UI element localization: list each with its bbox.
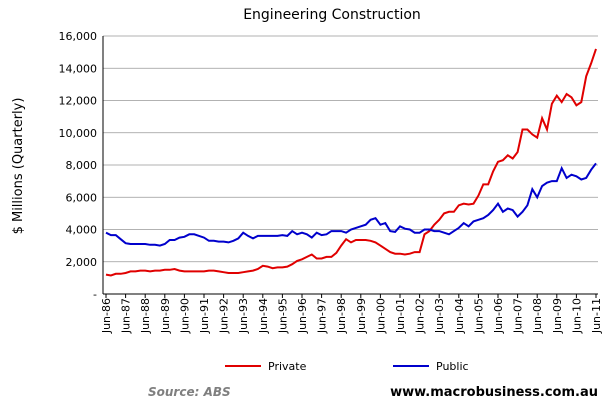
x-tick-label: Jun-90 (178, 298, 191, 334)
y-tick-label: 12,000 (59, 95, 98, 108)
x-tick-label: Jun-99 (355, 298, 368, 334)
x-tick-label: Jun-93 (237, 298, 250, 334)
x-tick-label: Jun-09 (551, 298, 564, 334)
x-tick-label: Jun-97 (316, 298, 329, 334)
x-tick-label: Jun-98 (335, 298, 348, 334)
y-tick-label: 2,000 (66, 256, 98, 269)
x-tick-label: Jun-08 (531, 298, 544, 334)
x-tick-label: Jun-91 (198, 298, 211, 334)
x-tick-label: Jun-86 (100, 298, 113, 334)
y-axis-label: $ Millions (Quarterly) (11, 98, 26, 235)
y-tick-label: 16,000 (59, 30, 98, 43)
x-tick-label: Jun-04 (453, 298, 466, 334)
y-tick-label: 14,000 (59, 62, 98, 75)
y-tick-label: - (93, 288, 97, 301)
series-line (105, 162, 597, 247)
x-tick-label: Jun-94 (257, 298, 270, 334)
x-tick-label: Jun-96 (296, 298, 309, 334)
x-tick-label: Jun-88 (139, 298, 152, 334)
x-tick-label: Jun-06 (492, 298, 505, 334)
legend-label: Public (436, 360, 469, 373)
x-tick-label: Jun-07 (512, 298, 525, 334)
x-tick-label: Jun-02 (414, 298, 427, 334)
chart-title: Engineering Construction (243, 7, 421, 23)
x-tick-label: Jun-03 (433, 298, 446, 334)
website: www.macrobusiness.com.au (390, 385, 598, 400)
legend-label: Private (268, 360, 307, 373)
x-tick-label: Jun-01 (394, 298, 407, 334)
x-tick-label: Jun-10 (570, 298, 583, 334)
x-tick-label: Jun-87 (120, 298, 133, 334)
x-tick-label: Jun-89 (159, 298, 172, 334)
x-tick-label: Jun-05 (472, 298, 485, 334)
series-line (105, 48, 597, 277)
x-tick-label: Jun-92 (218, 298, 231, 334)
x-tick-label: Jun-00 (374, 298, 387, 334)
x-tick-label: Jun-95 (276, 298, 289, 334)
y-tick-label: 8,000 (66, 159, 98, 172)
x-tick-label: Jun-11 (590, 298, 603, 334)
y-tick-label: 4,000 (66, 224, 98, 237)
y-tick-label: 6,000 (66, 191, 98, 204)
source: Source: ABS (148, 385, 231, 399)
y-tick-label: 10,000 (59, 127, 98, 140)
